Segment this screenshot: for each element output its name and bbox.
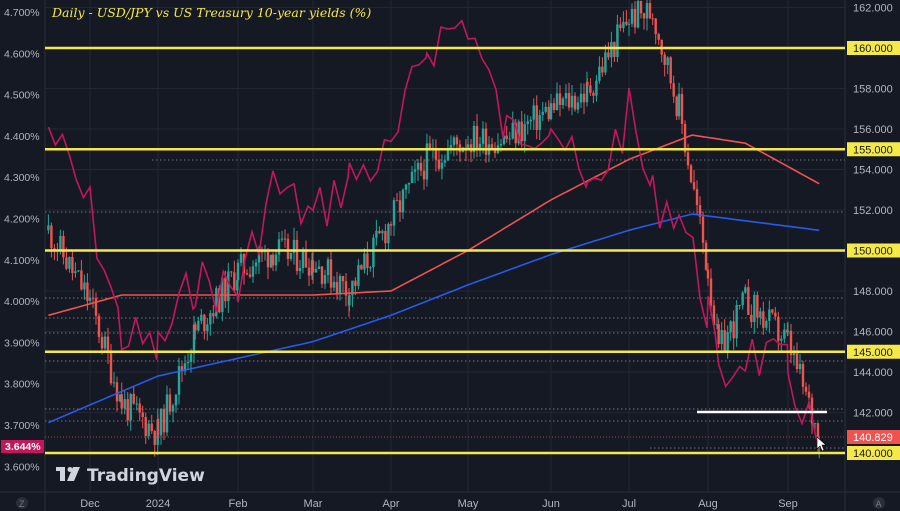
left-axis-tick: 3.900% [4, 337, 40, 349]
right-axis-tick: 155.000 [853, 144, 893, 156]
left-axis-button-label: Z [19, 499, 25, 509]
right-axis-tick: 158.000 [853, 84, 893, 96]
right-axis-tick: 146.000 [853, 327, 893, 339]
tradingview-logo-icon [56, 467, 80, 481]
tradingview-logo[interactable]: TradingView [56, 466, 205, 486]
time-axis-tick: Jul [622, 498, 636, 510]
right-axis-tick: 140.000 [853, 448, 893, 460]
time-axis-tick: Sep [778, 498, 798, 510]
left-axis-tick: 4.200% [4, 214, 40, 226]
chart-title: Daily - USD/JPY vs US Treasury 10-year y… [51, 5, 371, 20]
left-axis-tick: 3.600% [4, 461, 40, 473]
time-axis-tick: Feb [229, 498, 248, 510]
right-axis-tick: 144.000 [853, 367, 893, 379]
right-axis-tick: 154.000 [853, 165, 893, 177]
left-axis-tick: 4.500% [4, 90, 40, 102]
right-axis-tick: 152.000 [853, 205, 893, 217]
horizontal-support-resistance-lines[interactable] [45, 46, 845, 455]
left-axis-tick: 3.800% [4, 379, 40, 391]
time-axis-tick: Mar [304, 498, 323, 510]
right-axis-tick: 145.000 [853, 347, 893, 359]
right-axis-tick: 142.000 [853, 408, 893, 420]
mouse-cursor-icon [816, 436, 827, 452]
left-axis-tick: 3.700% [4, 420, 40, 432]
right-axis-tick: 150.000 [853, 246, 893, 258]
left-axis-tick: 4.400% [4, 131, 40, 143]
last-price-value: 140.829 [853, 432, 893, 444]
time-axis-tick: May [458, 498, 479, 510]
grid-lines [45, 0, 845, 492]
right-axis-tick: 162.000 [853, 3, 893, 15]
tradingview-logo-text: TradingView [87, 466, 205, 486]
right-axis-tick: 156.000 [853, 124, 893, 136]
right-axis-tick: 148.000 [853, 286, 893, 298]
left-axis-tick: 4.300% [4, 172, 40, 184]
left-yield-axis[interactable]: 4.700% 4.600% 4.500% 4.400% 4.300% 4.200% 4.10… [4, 7, 40, 473]
time-axis[interactable]: Dec 2024 Feb Mar Apr May Jun Jul Aug Sep [80, 498, 798, 510]
time-axis-tick: Dec [80, 498, 100, 510]
left-axis-tick: 4.000% [4, 296, 40, 308]
left-axis-tick: 4.700% [4, 7, 40, 19]
us10y-yield-line [47, 19, 820, 446]
time-axis-tick: 2024 [146, 498, 170, 510]
current-yield-badge: 3.644% [1, 440, 44, 453]
left-axis-tick: 4.100% [4, 255, 40, 267]
auto-scale-left-button[interactable]: Z [16, 497, 28, 509]
right-price-axis[interactable]: 162.000 160.000 158.000 156.000 155.000 154.0… [847, 3, 900, 461]
last-price-badge: 140.829 [847, 430, 900, 444]
right-axis-tick: 160.000 [853, 43, 893, 55]
current-yield-value: 3.644% [5, 441, 41, 453]
moving-average-red-line [48, 134, 820, 317]
moving-average-blue-line [48, 213, 820, 424]
auto-scale-right-button[interactable]: A [873, 497, 885, 509]
time-axis-tick: Jun [542, 498, 560, 510]
right-axis-button-label: A [876, 499, 882, 509]
left-axis-tick: 4.600% [4, 48, 40, 60]
time-axis-tick: Aug [698, 498, 718, 510]
time-axis-tick: Apr [382, 498, 399, 510]
